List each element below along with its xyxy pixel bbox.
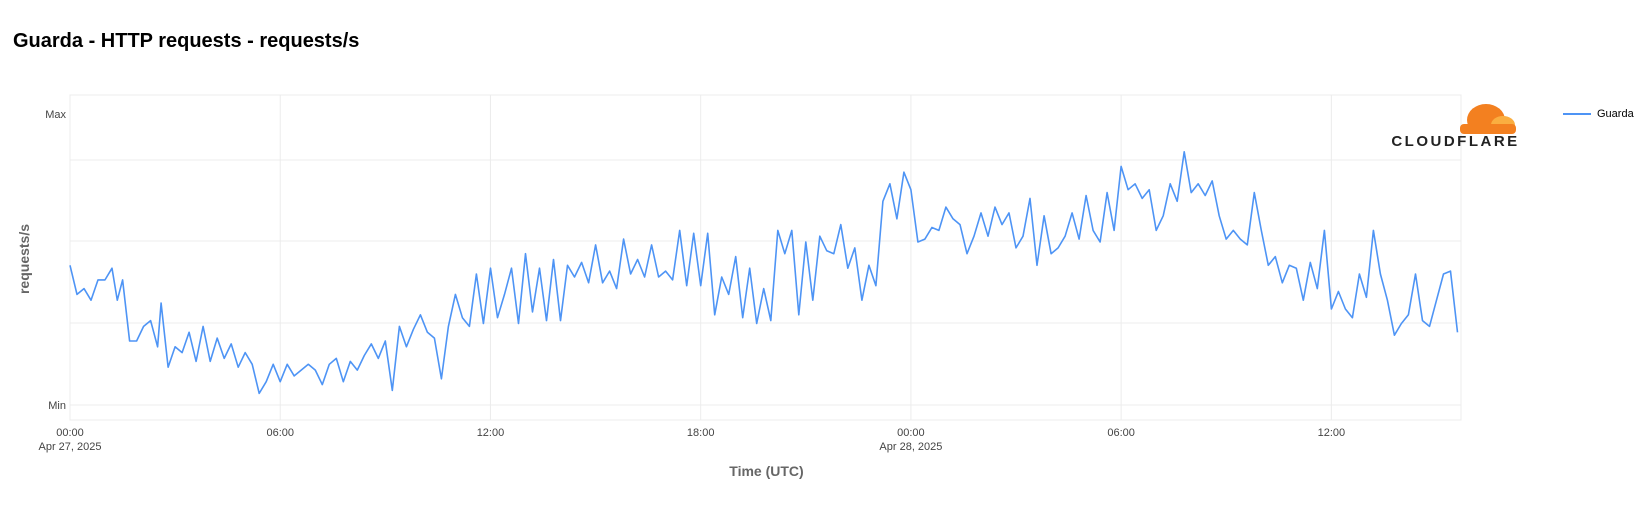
y-axis-title: requests/s xyxy=(16,224,32,294)
y-tick-label: Min xyxy=(48,400,66,412)
cloudflare-logo: CLOUDFLARE xyxy=(1388,100,1523,155)
x-tick-label: 06:00 xyxy=(266,427,294,439)
chart-title: Guarda - HTTP requests - requests/s xyxy=(13,30,360,52)
grid xyxy=(69,95,1461,420)
y-tick-label: Max xyxy=(45,109,66,121)
series-line-guarda[interactable] xyxy=(69,151,1459,395)
legend-swatch xyxy=(1563,113,1591,115)
x-tick-date-label: Apr 27, 2025 xyxy=(39,441,102,453)
cloud-icon xyxy=(1460,104,1516,134)
x-tick-label: 12:00 xyxy=(1318,427,1346,439)
x-ticks: 00:00 Apr 27, 2025 06:00 12:00 18:00 00:00 Apr… xyxy=(39,427,1346,453)
x-tick-label: 12:00 xyxy=(477,427,505,439)
legend: Guarda xyxy=(1563,108,1634,120)
x-tick-label: 00:00 xyxy=(56,427,84,439)
brand-name: CLOUDFLARE xyxy=(1391,133,1520,150)
x-tick-label: 00:00 xyxy=(897,427,925,439)
y-ticks: Max Min xyxy=(45,109,66,412)
x-axis-title: Time (UTC) xyxy=(729,463,803,479)
x-tick-label: 18:00 xyxy=(687,427,715,439)
x-tick-date-label: Apr 28, 2025 xyxy=(879,441,942,453)
plot-frame xyxy=(69,94,1462,421)
x-tick-label: 06:00 xyxy=(1107,427,1135,439)
legend-label-guarda[interactable]: Guarda xyxy=(1597,108,1634,120)
